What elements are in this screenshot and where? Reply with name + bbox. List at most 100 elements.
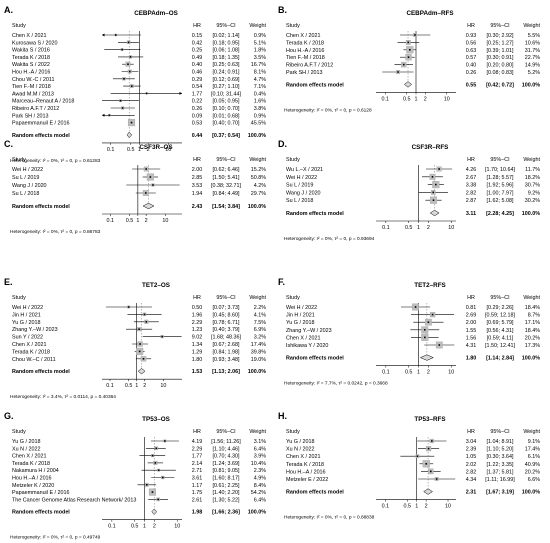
x-tick-label: 1: [135, 383, 138, 389]
header-weight: Weight: [523, 23, 540, 29]
study-ci: [1.00; 7.97]: [487, 190, 514, 196]
x-tick-label: 1: [417, 370, 420, 376]
study-point: [138, 350, 141, 353]
study-hr: 1.56: [466, 335, 477, 341]
study-point: [157, 498, 159, 501]
study-ci: [1.37; 5.81]: [487, 469, 514, 475]
header-hr: HR: [193, 157, 201, 163]
heterogeneity-text: Heterogeneity: I² = 0%, τ² = 0, p = 0.61…: [10, 158, 101, 164]
study-point: [145, 484, 148, 486]
panel-letter: A.: [4, 5, 13, 15]
header-hr: HR: [467, 429, 475, 435]
study-label: Hou H.-A / 2016: [12, 70, 50, 76]
study-weight: 17.1%: [525, 320, 540, 326]
header-weight: Weight: [249, 157, 266, 163]
study-label: Ishikawa Y / 2020: [286, 343, 328, 349]
ci-arrow: [179, 91, 182, 95]
study-weight: 17.4%: [525, 447, 540, 453]
study-label: Chen X / 2021: [286, 335, 320, 341]
study-label: Yu G / 2018: [286, 320, 314, 326]
x-tick-label: 10: [444, 96, 450, 102]
study-point: [427, 321, 430, 323]
study-label: Su L / 2018: [12, 191, 39, 197]
study-weight: 3.1%: [254, 439, 266, 445]
study-label: Park SH / 2013: [286, 70, 323, 76]
study-label: Zhang Y.–W / 2023: [12, 327, 58, 333]
study-ci: [0.69; 5.79]: [487, 320, 514, 326]
study-label: Kurosawa S / 2020: [12, 40, 58, 46]
x-tick-label: 0.5: [127, 147, 135, 153]
study-weight: 8.1%: [254, 70, 266, 76]
x-tick-label: 0.5: [405, 225, 413, 231]
study-point: [151, 454, 154, 457]
header-ci: 95%–CI: [216, 157, 235, 163]
study-hr: 2.00: [192, 167, 203, 173]
x-tick-label: 0.1: [382, 96, 390, 102]
study-label: Tien F.-M / 2018: [286, 55, 325, 61]
study-point: [407, 41, 410, 44]
study-point: [430, 470, 432, 473]
study-weight: 17.3%: [525, 343, 540, 349]
study-weight: 6.6%: [528, 477, 540, 483]
study-hr: 2.87: [466, 198, 477, 204]
pooled-diamond: [142, 202, 155, 210]
study-weight: 17.4%: [251, 342, 266, 348]
panel-letter: D.: [278, 139, 287, 149]
study-label: Wei H / 2022: [286, 305, 317, 311]
pooled-hr: 0.55: [466, 82, 477, 88]
study-point: [424, 336, 426, 339]
study-point: [164, 440, 166, 442]
study-point: [161, 335, 163, 338]
study-hr: 2.39: [466, 447, 477, 453]
header-hr: HR: [193, 429, 201, 435]
study-hr: 2.29: [192, 320, 203, 326]
study-weight: 30.2%: [525, 198, 540, 204]
header-ci: 95%–CI: [490, 23, 509, 29]
study-ci: [0.39; 1.01]: [487, 48, 514, 54]
study-hr: 1.34: [192, 342, 203, 348]
study-ci: [1.30; 5.22]: [213, 497, 240, 503]
study-ci: [0.07; 3.73]: [213, 305, 240, 311]
x-tick-label: 2: [145, 218, 148, 224]
pooled-diamond: [151, 508, 158, 515]
study-ci: [0.10; 31.44]: [211, 91, 241, 97]
header-hr: HR: [193, 295, 201, 301]
x-tick-label: 10: [165, 147, 171, 153]
study-label: Yu G / 2018: [12, 320, 40, 326]
study-label: Chou W.-C / 2011: [12, 77, 54, 83]
study-label: Wei H / 2022: [12, 305, 43, 311]
study-ci: [0.02; 1.14]: [213, 33, 240, 39]
study-label: Terada K / 2018: [12, 461, 50, 467]
header-ci: 95%–CI: [490, 157, 509, 163]
study-point: [425, 463, 428, 465]
pooled-diamond: [419, 354, 434, 361]
study-weight: 1.6%: [254, 99, 266, 105]
study-label: Metzeler K / 2020: [12, 483, 54, 489]
study-weight: 39.8%: [251, 349, 266, 355]
study-hr: 0.56: [466, 40, 477, 46]
pooled-diamond: [137, 368, 146, 375]
panel-title: CSF3R–OS: [139, 144, 172, 151]
study-point: [431, 440, 433, 442]
study-point: [143, 313, 146, 316]
header-study: Study: [286, 23, 300, 29]
x-tick-label: 10: [162, 218, 168, 224]
study-ci: [0.05; 0.95]: [213, 99, 240, 105]
x-tick-label: 0.5: [404, 504, 412, 510]
study-point: [128, 70, 131, 73]
pooled-hr: 1.53: [192, 369, 203, 375]
study-label: Chen X / 2021: [12, 454, 46, 460]
study-point: [121, 107, 124, 109]
study-hr: 0.40: [466, 63, 477, 69]
study-weight: 8.4%: [254, 483, 266, 489]
study-label: Papaemmanuil E / 2016: [12, 490, 70, 496]
header-study: Study: [12, 295, 26, 301]
study-label: Terada K / 2018: [286, 40, 324, 46]
study-point: [407, 56, 410, 58]
study-label: Su L / 2019: [286, 183, 313, 189]
study-ci: [1.04; 8.91]: [487, 439, 514, 445]
study-point: [155, 447, 158, 450]
study-hr: 0.09: [192, 113, 203, 119]
study-ci: [0.25; 0.63]: [213, 62, 240, 68]
study-hr: 0.63: [466, 48, 477, 54]
